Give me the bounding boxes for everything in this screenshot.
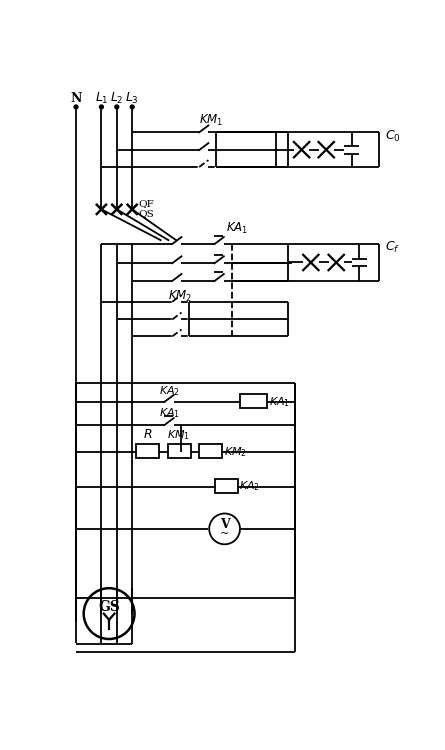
Circle shape: [130, 105, 134, 109]
Bar: [136, 444, 159, 458]
Text: $KA_1$: $KA_1$: [269, 395, 291, 409]
Bar: [168, 444, 191, 458]
Text: $C_f$: $C_f$: [385, 240, 400, 256]
Text: $KA_2$: $KA_2$: [158, 384, 180, 398]
Text: $KM_1$: $KM_1$: [167, 428, 190, 442]
Text: $KM_2$: $KM_2$: [168, 289, 193, 304]
Text: $KA_1$: $KA_1$: [226, 221, 248, 236]
Text: $KA_1$: $KA_1$: [158, 406, 180, 419]
Text: $R$: $R$: [143, 428, 152, 442]
Bar: [199, 444, 222, 458]
Text: V: V: [220, 518, 230, 531]
Bar: [240, 394, 267, 408]
Text: $KM_2$: $KM_2$: [224, 445, 247, 459]
Text: $KM_1$: $KM_1$: [198, 113, 223, 128]
Circle shape: [115, 105, 119, 109]
Bar: [214, 478, 238, 493]
Text: $L_1$: $L_1$: [94, 91, 108, 106]
Text: ~: ~: [220, 530, 229, 539]
Text: $L_3$: $L_3$: [125, 91, 139, 106]
Text: GS: GS: [98, 601, 120, 614]
Text: QS: QS: [138, 209, 154, 218]
Circle shape: [100, 105, 103, 109]
Text: $C_0$: $C_0$: [385, 129, 400, 144]
Circle shape: [74, 105, 78, 109]
Text: $KA_2$: $KA_2$: [239, 480, 260, 494]
Text: $L_2$: $L_2$: [110, 91, 124, 106]
Text: QF: QF: [138, 200, 154, 208]
Text: N: N: [70, 92, 82, 105]
